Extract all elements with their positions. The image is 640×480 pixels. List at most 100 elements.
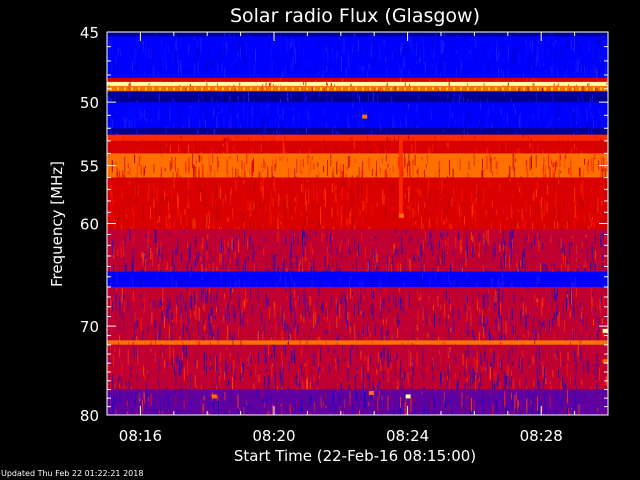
noise-streak: [255, 201, 257, 212]
noise-streak: [126, 214, 128, 219]
noise-streak: [526, 78, 528, 82]
noise-streak: [378, 277, 380, 287]
noise-streak: [520, 176, 522, 178]
noise-streak: [137, 392, 138, 406]
noise-streak: [364, 384, 366, 390]
noise-streak: [493, 383, 495, 390]
noise-streak: [316, 321, 318, 330]
noise-streak: [563, 247, 565, 256]
noise-streak: [136, 202, 138, 205]
noise-streak: [247, 412, 249, 415]
noise-streak: [115, 187, 117, 198]
noise-streak: [117, 377, 119, 390]
periodic-dot: [530, 87, 532, 91]
noise-streak: [397, 156, 399, 169]
noise-streak: [439, 80, 441, 82]
noise-streak: [386, 131, 388, 135]
noise-streak: [189, 165, 190, 172]
noise-streak: [200, 151, 202, 154]
noise-streak: [475, 224, 477, 230]
noise-streak: [293, 231, 295, 245]
noise-streak: [286, 152, 288, 154]
noise-streak: [147, 185, 149, 201]
noise-streak: [218, 54, 220, 60]
noise-streak: [221, 238, 222, 254]
noise-streak: [203, 352, 205, 361]
noise-streak: [552, 162, 554, 168]
noise-streak: [327, 160, 328, 176]
noise-streak: [157, 269, 159, 272]
noise-streak: [209, 51, 211, 66]
noise-streak: [575, 364, 577, 374]
noise-streak: [453, 186, 455, 203]
noise-streak: [342, 389, 344, 390]
noise-streak: [585, 274, 587, 282]
noise-streak: [231, 364, 232, 372]
noise-streak: [596, 382, 598, 390]
noise-streak: [361, 366, 363, 380]
noise-streak: [356, 77, 358, 78]
noise-streak: [602, 396, 604, 403]
noise-streak: [591, 245, 593, 259]
noise-streak: [185, 178, 186, 188]
noise-streak: [267, 104, 269, 117]
noise-streak: [196, 291, 198, 301]
noise-streak: [537, 144, 539, 154]
noise-streak: [158, 410, 160, 414]
noise-streak: [370, 263, 372, 272]
noise-streak: [206, 65, 208, 78]
noise-streak: [520, 182, 522, 197]
periodic-dot: [383, 87, 385, 91]
noise-streak: [490, 157, 492, 173]
noise-streak: [446, 251, 448, 255]
noise-streak: [560, 137, 562, 141]
noise-streak: [173, 279, 175, 286]
noise-streak: [130, 226, 132, 230]
noise-streak: [564, 369, 566, 377]
noise-streak: [435, 33, 437, 37]
noise-streak: [598, 62, 600, 72]
noise-streak: [478, 382, 480, 390]
noise-streak: [580, 182, 582, 196]
noise-streak: [212, 365, 214, 371]
noise-streak: [161, 300, 163, 306]
frequency-band: [107, 77, 608, 82]
noise-streak: [280, 213, 282, 219]
noise-streak: [144, 251, 146, 266]
noise-streak: [275, 85, 277, 86]
noise-streak: [558, 152, 560, 154]
noise-streak: [539, 117, 540, 129]
noise-streak: [570, 33, 572, 36]
noise-streak: [167, 105, 169, 119]
noise-streak: [279, 248, 281, 257]
noise-streak: [509, 178, 511, 181]
noise-streak: [602, 251, 604, 261]
noise-streak: [200, 385, 202, 390]
noise-streak: [592, 42, 594, 59]
periodic-dot: [516, 87, 518, 91]
noise-streak: [577, 345, 579, 356]
noise-streak: [194, 37, 195, 40]
noise-streak: [235, 181, 237, 190]
noise-streak: [382, 89, 384, 92]
noise-streak: [574, 219, 575, 229]
noise-streak: [354, 332, 356, 341]
noise-streak: [409, 84, 410, 86]
noise-streak: [498, 373, 500, 387]
noise-streak: [155, 270, 157, 272]
noise-streak: [544, 325, 545, 330]
noise-streak: [557, 315, 559, 327]
noise-streak: [532, 393, 534, 408]
noise-streak: [342, 345, 343, 353]
noise-streak: [380, 280, 382, 287]
noise-streak: [357, 64, 359, 75]
noise-streak: [512, 413, 514, 415]
noise-streak: [149, 121, 150, 129]
noise-streak: [542, 192, 544, 197]
noise-streak: [238, 37, 240, 49]
noise-streak: [313, 73, 315, 78]
noise-streak: [323, 46, 325, 50]
noise-streak: [363, 132, 365, 135]
noise-streak: [289, 344, 291, 345]
noise-streak: [393, 291, 395, 305]
